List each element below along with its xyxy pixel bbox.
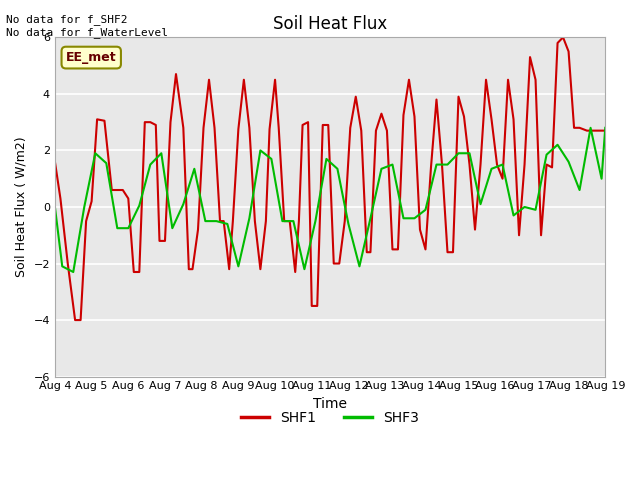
Text: No data for f_SHF2
No data for f_WaterLevel: No data for f_SHF2 No data for f_WaterLe… xyxy=(6,14,168,38)
X-axis label: Time: Time xyxy=(313,397,347,411)
Text: EE_met: EE_met xyxy=(66,51,116,64)
Legend: SHF1, SHF3: SHF1, SHF3 xyxy=(236,406,424,431)
Y-axis label: Soil Heat Flux ( W/m2): Soil Heat Flux ( W/m2) xyxy=(15,137,28,277)
Title: Soil Heat Flux: Soil Heat Flux xyxy=(273,15,387,33)
